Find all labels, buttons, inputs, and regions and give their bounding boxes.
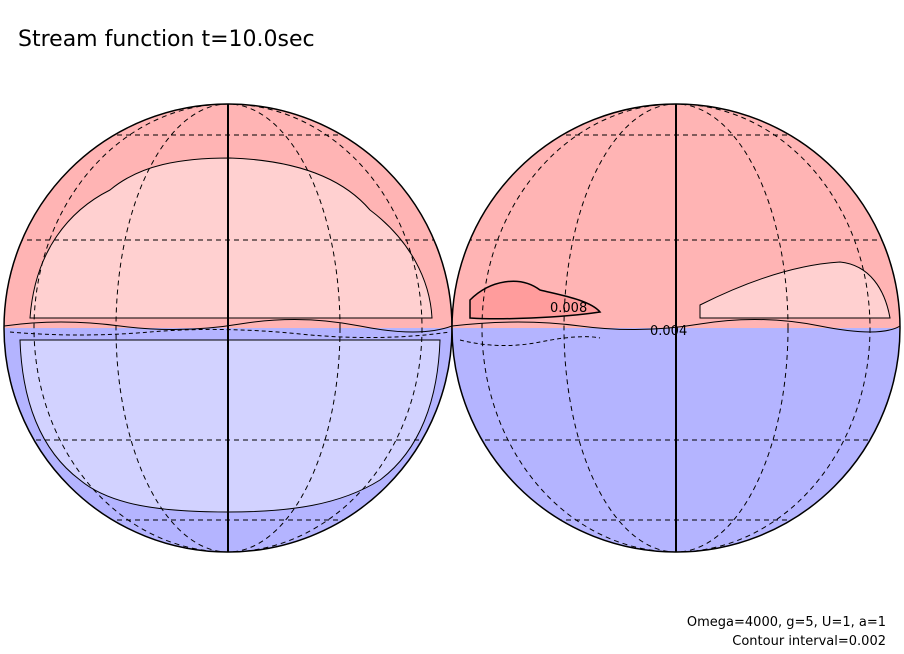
footer-text: Contour interval=0.002 — [732, 634, 886, 649]
contour-label: 0.008 — [550, 301, 587, 316]
footer-text: Omega=4000, g=5, U=1, a=1 — [687, 615, 886, 630]
contour-label: 0.004 — [650, 324, 687, 339]
title: Stream function t=10.0sec — [18, 27, 315, 52]
left-globe — [4, 104, 452, 552]
